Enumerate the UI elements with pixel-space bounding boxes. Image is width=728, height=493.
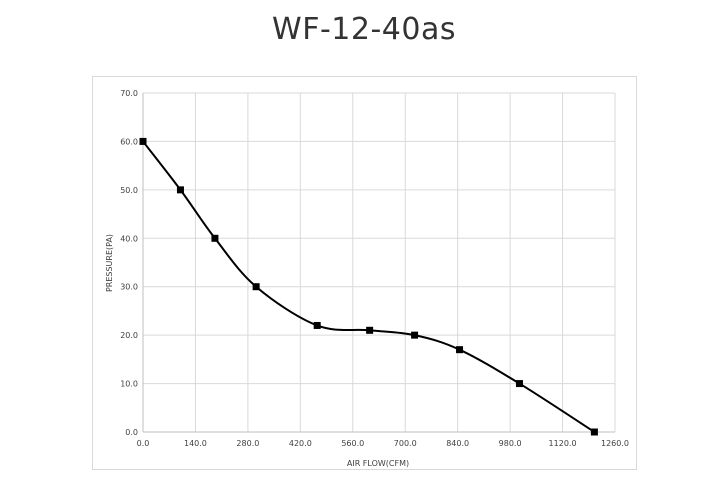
data-point-marker: [139, 137, 147, 145]
x-axis-label: AIR FLOW(CFM): [347, 459, 409, 468]
x-tick-label: 140.0: [184, 439, 207, 448]
x-tick-label: 1120.0: [549, 439, 577, 448]
x-tick-label: 840.0: [446, 439, 469, 448]
y-tick-label: 60.0: [120, 137, 138, 146]
x-tick-label: 1260.0: [601, 439, 629, 448]
series-line: [142, 140, 595, 433]
data-point-marker: [456, 346, 464, 354]
x-tick-label: 700.0: [394, 439, 417, 448]
data-point-marker: [515, 380, 523, 388]
y-tick-label: 40.0: [120, 234, 138, 243]
series: [142, 140, 595, 433]
grid-lines: [143, 92, 616, 432]
chart-title: WF-12-40as: [272, 12, 456, 47]
y-axis-label: PRESSURE(PA): [105, 234, 114, 292]
x-tick-label: 420.0: [289, 439, 312, 448]
data-point-marker: [211, 234, 219, 242]
x-tick-label: 0.0: [137, 439, 150, 448]
y-tick-label: 30.0: [120, 283, 138, 292]
data-point-marker: [366, 326, 374, 334]
data-point-marker: [590, 428, 598, 436]
y-tick-label: 50.0: [120, 186, 138, 195]
data-point-marker: [411, 331, 419, 339]
x-tick-label: 280.0: [236, 439, 259, 448]
data-point-marker: [252, 283, 260, 291]
x-tick-labels: 0.0 140.0 280.0 420.0 560.0 700.0 840.0 980.0 11…: [137, 439, 629, 448]
y-tick-label: 10.0: [120, 380, 138, 389]
axes: [142, 93, 615, 433]
x-tick-label: 560.0: [341, 439, 364, 448]
x-tick-label: 980.0: [499, 439, 522, 448]
data-point-marker: [176, 186, 184, 194]
y-tick-label: 20.0: [120, 331, 138, 340]
data-point-marker: [313, 321, 321, 329]
y-tick-labels: 0.0 10.0 20.0 30.0 40.0 50.0 60.0 70.0: [120, 89, 138, 437]
y-tick-label: 0.0: [125, 428, 138, 437]
data-markers: [139, 137, 598, 436]
y-tick-label: 70.0: [120, 89, 138, 98]
